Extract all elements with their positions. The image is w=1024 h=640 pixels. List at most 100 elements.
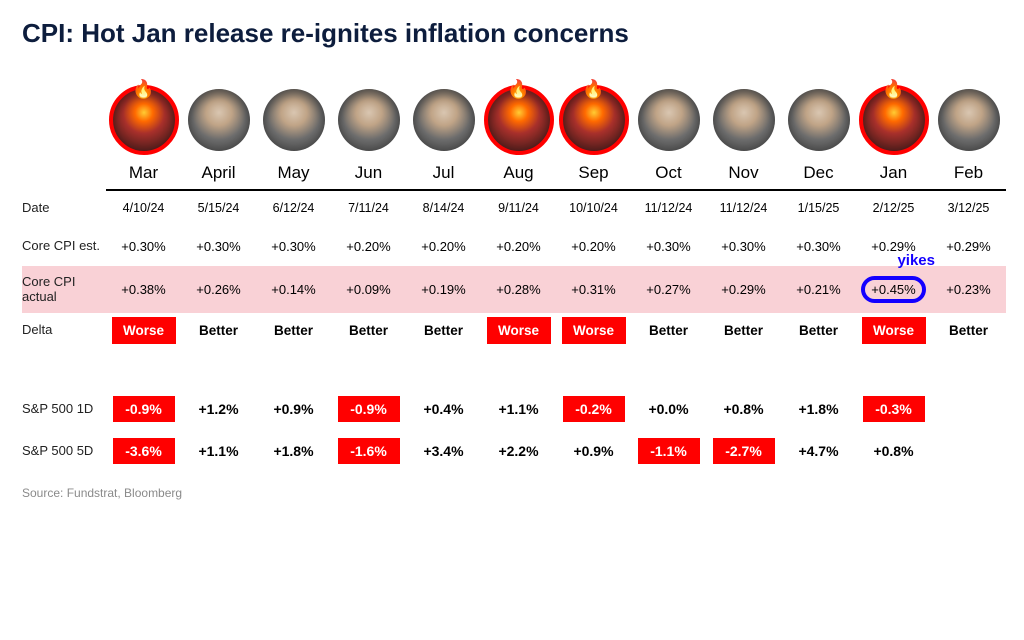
cpi-table: MarAprilMayJunJulAugSepOctNovDecJanFebDa… — [22, 81, 1002, 468]
delta-cell: Worse — [481, 313, 556, 348]
row-actual-highlight: Core CPI actual+0.38%+0.26%+0.14%+0.09%+… — [22, 266, 1006, 313]
sp1d-cell: -0.9% — [331, 392, 406, 426]
sp-red-chip: -1.6% — [338, 438, 400, 464]
sp5d-cell — [931, 447, 1006, 455]
delta-better-chip: Better — [637, 317, 701, 344]
sp5d-cell: +4.7% — [781, 434, 856, 468]
sp-chip: +3.4% — [413, 438, 475, 464]
delta-better-chip: Better — [937, 317, 1001, 344]
month-header: Mar — [106, 159, 181, 189]
sp5d-cell: -2.7% — [706, 434, 781, 468]
avatar-cell — [331, 81, 406, 159]
sp5d-cell: +1.1% — [181, 434, 256, 468]
row-label-delta: Delta — [22, 323, 106, 337]
row-label-sp5d: S&P 500 5D — [22, 444, 106, 458]
month-header: Feb — [931, 159, 1006, 189]
delta-cell: Worse — [556, 313, 631, 348]
gap — [22, 219, 1006, 227]
sp-red-chip: -0.9% — [338, 396, 400, 422]
sp5d-cell: +3.4% — [406, 434, 481, 468]
est-cell: +0.29% — [931, 235, 1006, 258]
sp-chip: +0.4% — [413, 396, 475, 422]
month-header: Nov — [706, 159, 781, 189]
est-cell: +0.30% — [706, 235, 781, 258]
actual-cell: +0.38% — [106, 278, 181, 301]
sp5d-cell: +2.2% — [481, 434, 556, 468]
est-cell: +0.20% — [331, 235, 406, 258]
date-cell: 11/12/24 — [631, 197, 706, 219]
date-cell: 1/15/25 — [781, 197, 856, 219]
est-cell: +0.30% — [181, 235, 256, 258]
delta-better-chip: Better — [262, 317, 326, 344]
person-icon — [938, 89, 1000, 151]
month-header: Dec — [781, 159, 856, 189]
delta-worse-chip: Worse — [487, 317, 551, 344]
delta-worse-chip: Worse — [112, 317, 176, 344]
month-header: Aug — [481, 159, 556, 189]
date-cell: 4/10/24 — [106, 197, 181, 219]
person-icon — [713, 89, 775, 151]
est-cell: +0.30% — [256, 235, 331, 258]
sp1d-cell — [931, 405, 1006, 413]
sp-chip: +1.8% — [788, 396, 850, 422]
date-cell: 8/14/24 — [406, 197, 481, 219]
month-header: Jul — [406, 159, 481, 189]
delta-worse-chip: Worse — [862, 317, 926, 344]
sp5d-cell: +1.8% — [256, 434, 331, 468]
sp-red-chip: -1.1% — [638, 438, 700, 464]
sp1d-cell: +0.4% — [406, 392, 481, 426]
sp5d-cell: -1.6% — [331, 434, 406, 468]
sp5d-cell: +0.9% — [556, 434, 631, 468]
avatar-cell — [406, 81, 481, 159]
sp-chip: +0.9% — [263, 396, 325, 422]
sp1d-cell: +0.9% — [256, 392, 331, 426]
sp-red-chip: -0.9% — [113, 396, 175, 422]
sp1d-cell: -0.2% — [556, 392, 631, 426]
row-label-est: Core CPI est. — [22, 239, 106, 253]
actual-cell: +0.26% — [181, 278, 256, 301]
sp5d-cell: +0.8% — [856, 434, 931, 468]
actual-cell: +0.31% — [556, 278, 631, 301]
est-cell: +0.20% — [556, 235, 631, 258]
gap — [22, 227, 1006, 235]
sp-chip: +2.2% — [488, 438, 550, 464]
avatar-cell — [181, 81, 256, 159]
sp-chip: +1.2% — [188, 396, 250, 422]
avatar-cell — [931, 81, 1006, 159]
delta-cell: Worse — [856, 313, 931, 348]
header-rule — [106, 189, 1006, 191]
delta-cell: Better — [181, 313, 256, 348]
sp-chip: +0.8% — [713, 396, 775, 422]
delta-worse-chip: Worse — [562, 317, 626, 344]
delta-cell: Better — [706, 313, 781, 348]
avatar-cell — [706, 81, 781, 159]
hot-icon — [109, 85, 179, 155]
sp-red-chip: -2.7% — [713, 438, 775, 464]
sp-chip: +4.7% — [788, 438, 850, 464]
avatar-cell — [856, 81, 931, 159]
person-icon — [413, 89, 475, 151]
delta-better-chip: Better — [337, 317, 401, 344]
person-icon — [263, 89, 325, 151]
sp1d-cell: +1.2% — [181, 392, 256, 426]
avatar-cell — [781, 81, 856, 159]
month-header: Jun — [331, 159, 406, 189]
avatar-cell — [106, 81, 181, 159]
row-label-sp1d: S&P 500 1D — [22, 402, 106, 416]
avatar-cell — [481, 81, 556, 159]
delta-cell: Better — [931, 313, 1006, 348]
source-line: Source: Fundstrat, Bloomberg — [22, 486, 1002, 500]
date-cell: 2/12/25 — [856, 197, 931, 219]
month-header: Sep — [556, 159, 631, 189]
sp1d-cell: +1.8% — [781, 392, 856, 426]
est-cell: +0.30% — [631, 235, 706, 258]
est-cell: +0.20% — [481, 235, 556, 258]
actual-cell: +0.27% — [631, 278, 706, 301]
sp-chip: +0.9% — [563, 438, 625, 464]
actual-cell: +0.29% — [706, 278, 781, 301]
sp1d-cell: +0.0% — [631, 392, 706, 426]
sp5d-cell: -1.1% — [631, 434, 706, 468]
person-icon — [338, 89, 400, 151]
month-header: Jan — [856, 159, 931, 189]
sp-red-chip: -3.6% — [113, 438, 175, 464]
